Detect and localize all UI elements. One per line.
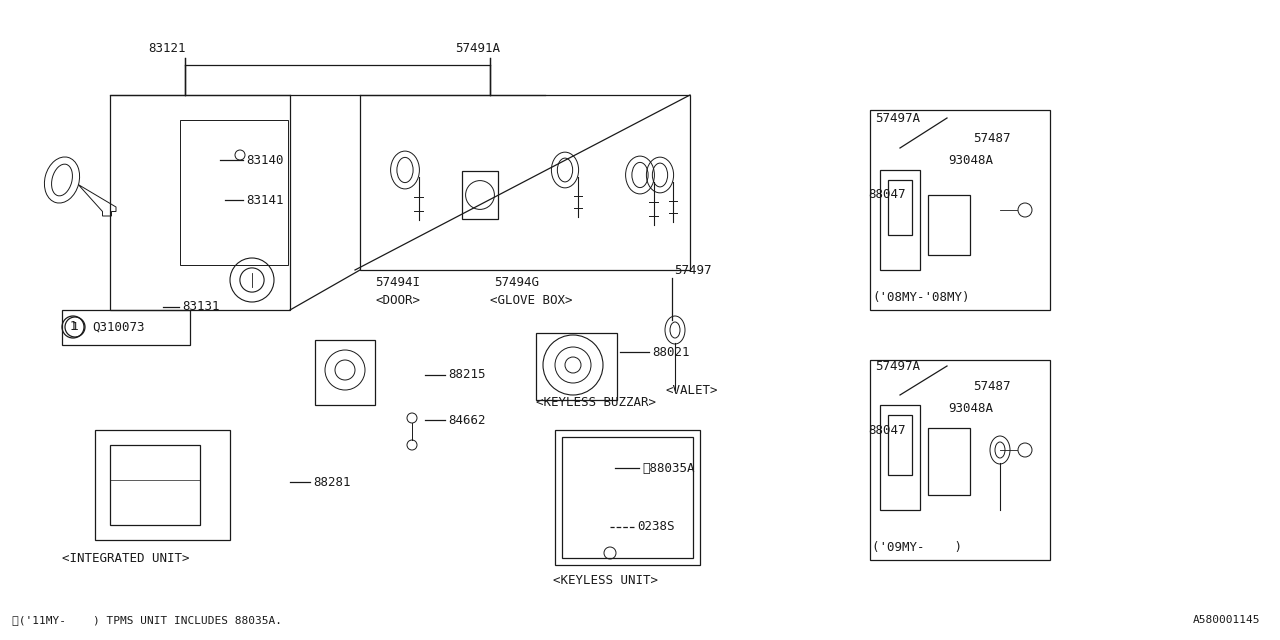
Text: Q310073: Q310073 (92, 321, 145, 333)
Bar (556, 430, 700, 565)
Text: 83121: 83121 (148, 42, 186, 54)
Text: <INTEGRATED UNIT>: <INTEGRATED UNIT> (61, 552, 189, 564)
Text: 93048A: 93048A (948, 154, 993, 166)
Text: 83141: 83141 (246, 193, 283, 207)
Bar (180, 120, 288, 265)
Bar (360, 95, 690, 270)
Text: ※('11MY-    ) TPMS UNIT INCLUDES 88035A.: ※('11MY- ) TPMS UNIT INCLUDES 88035A. (12, 615, 282, 625)
Bar (61, 310, 189, 345)
Text: ('08MY-'08MY): ('08MY-'08MY) (872, 291, 969, 305)
Text: 57494I: 57494I (375, 276, 420, 289)
Text: 83131: 83131 (182, 301, 219, 314)
Text: 57487: 57487 (973, 131, 1010, 145)
Text: 57494G: 57494G (494, 276, 539, 289)
Text: ※88035A: ※88035A (643, 461, 695, 474)
Text: 83140: 83140 (246, 154, 283, 166)
Text: A580001145: A580001145 (1193, 615, 1260, 625)
Text: <GLOVE BOX>: <GLOVE BOX> (490, 294, 572, 307)
Bar (870, 110, 1050, 310)
Text: 88215: 88215 (448, 369, 485, 381)
Bar (888, 415, 911, 475)
Text: 1: 1 (72, 322, 78, 332)
Text: <DOOR>: <DOOR> (376, 294, 421, 307)
Bar (536, 333, 617, 400)
Bar (95, 430, 230, 540)
Text: 57487: 57487 (973, 380, 1010, 392)
Bar (870, 360, 1050, 560)
Bar (462, 171, 498, 219)
Text: 0238S: 0238S (637, 520, 675, 534)
Bar (881, 405, 920, 510)
Bar (881, 170, 920, 270)
Bar (928, 195, 970, 255)
Bar (928, 428, 970, 495)
Text: <VALET>: <VALET> (666, 383, 718, 397)
Bar (110, 95, 291, 310)
Bar (315, 340, 375, 405)
Text: 84662: 84662 (448, 413, 485, 426)
Text: 1: 1 (69, 321, 77, 333)
Bar (110, 445, 200, 525)
Text: <KEYLESS BUZZAR>: <KEYLESS BUZZAR> (536, 396, 657, 408)
Text: 57497A: 57497A (876, 111, 920, 125)
Text: 88021: 88021 (652, 346, 690, 358)
Text: 57497A: 57497A (876, 360, 920, 372)
Text: ('09MY-    ): ('09MY- ) (872, 541, 963, 554)
Text: 57491A: 57491A (454, 42, 500, 54)
Text: 93048A: 93048A (948, 403, 993, 415)
Bar (888, 180, 911, 235)
Text: 88047: 88047 (868, 424, 905, 436)
Bar (562, 437, 692, 558)
Text: <KEYLESS UNIT>: <KEYLESS UNIT> (553, 573, 658, 586)
Text: 88281: 88281 (314, 476, 351, 488)
Text: 88047: 88047 (868, 189, 905, 202)
Text: 57497: 57497 (675, 264, 712, 276)
